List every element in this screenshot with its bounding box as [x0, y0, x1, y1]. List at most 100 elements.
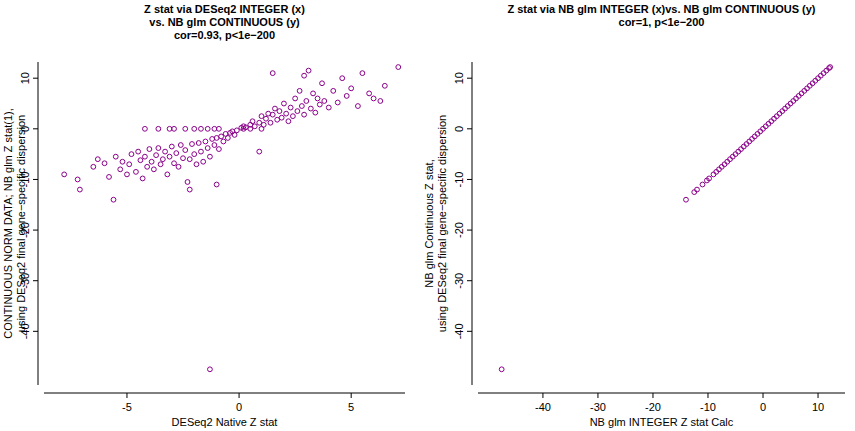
x-tick-label: 10 [812, 401, 824, 413]
point [295, 109, 300, 114]
y-tick [467, 78, 472, 79]
y-axis-label: NB glm Continuous Z stat, [423, 159, 435, 287]
point [707, 176, 712, 181]
y-tick [33, 179, 38, 180]
x-tick [707, 393, 708, 398]
point [143, 154, 148, 159]
x-tick [542, 393, 543, 398]
point [205, 146, 210, 151]
point [145, 164, 150, 169]
point [297, 88, 302, 93]
point [181, 156, 186, 161]
x-axis-label: NB glm INTEGER Z stat Calc [590, 416, 734, 428]
point [165, 172, 170, 177]
x-axis-line [478, 393, 845, 394]
y-tick-label: -30 [19, 273, 31, 289]
point [378, 99, 383, 104]
point [203, 139, 208, 144]
point [684, 197, 689, 202]
point [311, 91, 316, 96]
point [382, 83, 387, 88]
x-tick [239, 393, 240, 398]
point [192, 152, 197, 157]
point [264, 116, 269, 121]
point [288, 105, 293, 110]
point [187, 157, 192, 162]
point [62, 172, 67, 177]
point [185, 180, 190, 185]
point [308, 106, 313, 111]
point [273, 106, 278, 111]
point [322, 99, 327, 104]
point [234, 128, 239, 133]
point [268, 120, 273, 125]
x-tick-label: -5 [122, 401, 132, 413]
point [212, 143, 217, 148]
point [290, 114, 295, 119]
point [360, 71, 365, 76]
point [293, 96, 298, 101]
point [120, 159, 125, 164]
point [219, 134, 224, 139]
point [302, 112, 307, 117]
point [138, 158, 143, 163]
point [700, 182, 705, 187]
point [208, 154, 213, 159]
point [261, 122, 266, 127]
point [154, 153, 159, 158]
point [335, 100, 340, 105]
point [225, 136, 230, 141]
x-tick-label: -40 [535, 401, 551, 413]
x-tick-label: -20 [645, 401, 661, 413]
point [331, 88, 336, 93]
point [356, 104, 361, 109]
y-tick-label: 10 [19, 72, 31, 84]
point [828, 65, 833, 70]
y-tick-label: 10 [453, 72, 465, 84]
point [216, 126, 221, 131]
point [270, 112, 275, 117]
y-tick [33, 128, 38, 129]
x-tick [351, 393, 352, 398]
point [250, 119, 255, 124]
point [187, 187, 192, 192]
point [199, 149, 204, 154]
point [349, 86, 354, 91]
point [317, 102, 322, 107]
y-tick-label: -10 [19, 172, 31, 188]
point [199, 126, 204, 131]
point [326, 105, 331, 110]
y-tick [33, 78, 38, 79]
y-tick [467, 179, 472, 180]
title: cor=0.93, p<1e−200 [174, 29, 275, 41]
point [695, 187, 700, 192]
figure: Z stat via DESeq2 INTEGER (x)vs. NB glm … [0, 0, 855, 431]
y-axis-label: CONTINUOUS NORM DATA; NB glm Z stat(1), [2, 108, 14, 339]
point [172, 126, 177, 131]
point [371, 96, 376, 101]
y-axis-label: using DESeq2 final gene−specific dispers… [436, 115, 448, 332]
point [396, 65, 401, 70]
point [147, 147, 152, 152]
point [367, 91, 372, 96]
point [196, 141, 201, 146]
point [143, 126, 148, 131]
y-tick-label: -40 [19, 323, 31, 339]
point [127, 162, 132, 167]
point [176, 164, 181, 169]
point [183, 148, 188, 153]
point [102, 161, 107, 166]
point [77, 187, 82, 192]
y-axis-line [472, 62, 473, 385]
y-tick-label: 0 [453, 126, 465, 132]
point [214, 182, 219, 187]
y-tick [467, 280, 472, 281]
point [315, 96, 320, 101]
point [232, 133, 237, 138]
point [344, 94, 349, 99]
point [499, 367, 504, 372]
point [302, 73, 307, 78]
x-tick [652, 393, 653, 398]
point [194, 162, 199, 167]
point [151, 167, 156, 172]
